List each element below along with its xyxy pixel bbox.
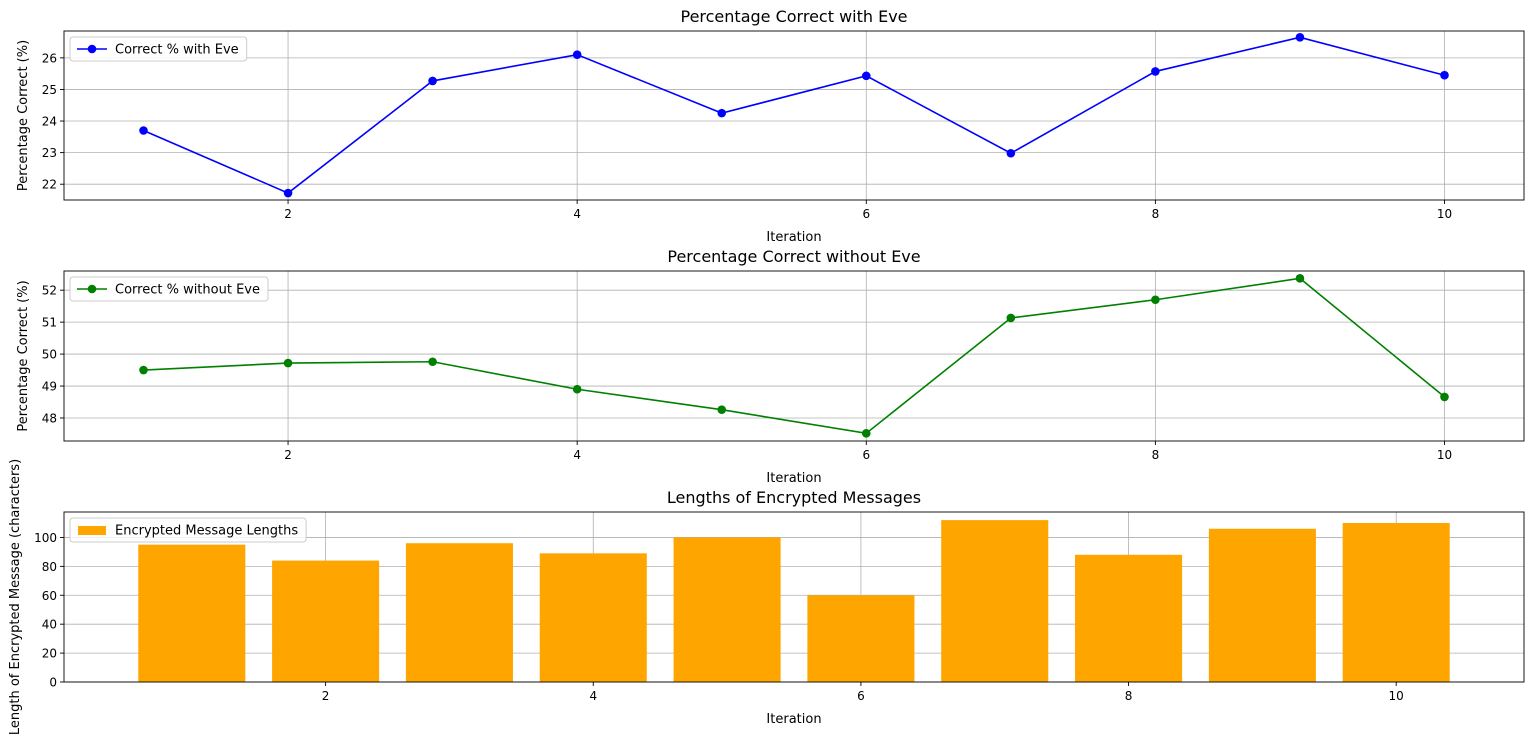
bar [1208, 528, 1316, 682]
x-tick-label: 6 [862, 207, 870, 221]
bar [807, 595, 915, 682]
y-tick-label: 48 [42, 411, 57, 425]
grid [64, 271, 1524, 441]
bar [1075, 554, 1183, 682]
data-point [572, 384, 582, 394]
data-point [1151, 295, 1160, 305]
x-tick-label: 2 [284, 207, 292, 221]
data-point [1006, 148, 1016, 158]
legend: Correct % with Eve [69, 36, 248, 62]
data-point [139, 126, 148, 135]
legend-label: Encrypted Message Lengths [115, 524, 298, 539]
y-tick-label: 20 [42, 647, 57, 661]
data-point [1151, 67, 1160, 76]
y-axis-label: Length of Encrypted Message (characters) [8, 459, 23, 735]
data-point [283, 358, 293, 368]
x-tick-label: 4 [573, 448, 581, 462]
y-axis-label: Percentage Correct (%) [16, 40, 31, 191]
legend-label: Correct % without Eve [115, 283, 260, 298]
axes-frame [63, 270, 1525, 442]
y-tick-label: 23 [42, 146, 57, 160]
grid [64, 31, 1524, 200]
bar [1342, 522, 1450, 682]
bar [405, 543, 513, 682]
y-tick-label: 24 [42, 115, 57, 129]
chart-title: Percentage Correct with Eve [680, 7, 907, 26]
y-tick-label: 80 [42, 560, 57, 574]
y-tick-label: 100 [34, 531, 57, 545]
series-line [143, 277, 1446, 435]
y-tick-label: 0 [49, 676, 57, 690]
data-point [428, 357, 437, 367]
y-tick-label: 22 [42, 178, 57, 192]
data-point [572, 50, 582, 59]
x-tick-label: 10 [1437, 207, 1452, 221]
legend-label: Correct % with Eve [115, 43, 239, 58]
y-tick-label: 60 [42, 589, 57, 603]
axes-frame [63, 511, 1525, 683]
y-tick-label: 25 [42, 83, 57, 97]
x-tick-label: 10 [1389, 689, 1404, 703]
x-tick-label: 4 [573, 207, 581, 221]
x-tick-label: 8 [1152, 207, 1160, 221]
chart-title: Lengths of Encrypted Messages [667, 488, 921, 507]
bar [138, 544, 246, 682]
x-tick-label: 6 [857, 689, 865, 703]
y-tick-label: 51 [42, 316, 57, 330]
y-tick-label: 40 [42, 618, 57, 632]
data-point [1295, 33, 1305, 42]
y-tick-label: 49 [42, 380, 57, 394]
data-point [717, 108, 727, 118]
legend: Correct % without Eve [69, 276, 269, 302]
x-tick-label: 10 [1437, 448, 1452, 462]
series-line [143, 36, 1445, 194]
legend-swatch [78, 526, 106, 535]
legend-swatch-marker [87, 44, 97, 54]
bar [673, 537, 781, 682]
x-tick-label: 4 [589, 689, 597, 703]
y-tick-label: 26 [42, 51, 57, 65]
data-point [428, 76, 437, 86]
axes-frame [63, 30, 1525, 201]
x-tick-label: 6 [862, 448, 870, 462]
legend-box [69, 517, 307, 543]
data-point [1006, 313, 1016, 323]
x-tick-label: 8 [1152, 448, 1160, 462]
bar [941, 520, 1049, 682]
bar [272, 560, 380, 682]
legend-box [69, 276, 269, 302]
data-point [861, 429, 871, 438]
legend-swatch-marker [87, 284, 97, 294]
x-axis-label: Iteration [766, 230, 821, 245]
chart-panel-2: 2 4 6 8 10 48 49 50 51 52 Percentage Correct witho… [16, 247, 1525, 486]
y-tick-label: 52 [42, 284, 57, 298]
data-point [717, 405, 727, 414]
data-point [1295, 274, 1305, 283]
data-point [139, 365, 148, 375]
data-point [1440, 70, 1449, 80]
legend: Encrypted Message Lengths [69, 517, 307, 543]
x-tick-label: 2 [322, 689, 330, 703]
bars [138, 520, 1450, 682]
x-axis-label: Iteration [766, 712, 821, 727]
chart-title: Percentage Correct without Eve [667, 247, 920, 266]
x-tick-label: 2 [284, 448, 292, 462]
x-tick-label: 8 [1125, 689, 1133, 703]
legend-box [69, 36, 248, 62]
data-point [1440, 392, 1449, 402]
x-axis-label: Iteration [766, 471, 821, 486]
y-tick-label: 50 [42, 348, 57, 362]
y-axis-label: Percentage Correct (%) [16, 280, 31, 431]
data-point [861, 71, 871, 81]
bar [539, 553, 647, 682]
data-point [283, 188, 293, 198]
